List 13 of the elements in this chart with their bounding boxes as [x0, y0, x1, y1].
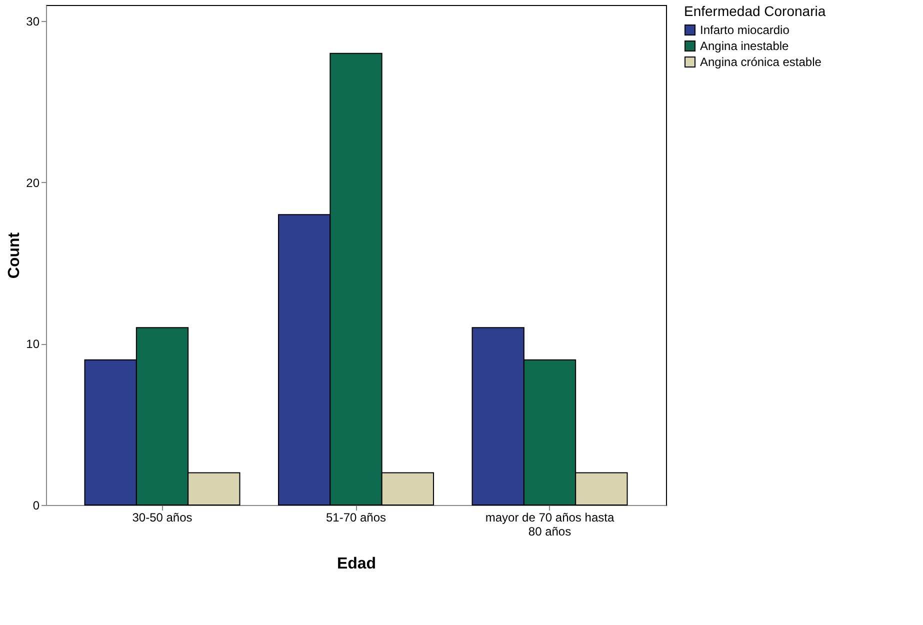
x-axis-title: Edad [336, 556, 376, 572]
legend-label: Angina inestable [700, 39, 790, 53]
y-axis-title: Count [6, 232, 24, 279]
y-tick-label: 30 [26, 14, 40, 29]
y-tick-label: 20 [26, 176, 40, 190]
x-tick-label: mayor de 70 años hasta 80 años [485, 510, 614, 538]
x-tick-label: 30-50 años [132, 510, 192, 524]
x-tick-label: 51-70 años [326, 510, 386, 524]
legend-title: Enfermedad Coronaria [684, 3, 826, 19]
legend-label: Angina crónica estable [700, 55, 822, 69]
legend-label: Infarto miocardio [700, 23, 790, 37]
y-tick-label: 0 [32, 498, 40, 512]
y-tick-label: 10 [26, 337, 40, 352]
